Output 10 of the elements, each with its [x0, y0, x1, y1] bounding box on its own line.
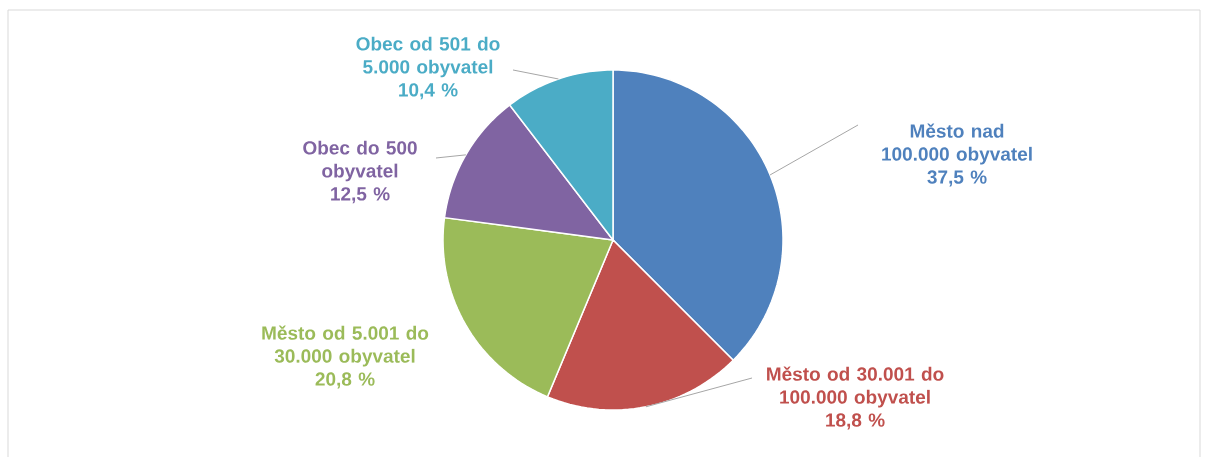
slice-label: Město od 30.001 do 100.000 obyvatel — [767, 366, 944, 408]
data-label: 37,5 % — [927, 170, 987, 187]
slice-label: Město nad 100.000 obyvatel — [882, 123, 1032, 165]
slice-label: Obec do 500 obyvatel — [303, 140, 417, 182]
slice-label: Obec od 501 do 5.000 obyvatel — [356, 36, 500, 78]
slice-label: Město od 5.001 do 30.000 obyvatel — [262, 325, 429, 367]
data-label: 18,8 % — [826, 413, 885, 430]
data-label: 12,5 % — [331, 187, 390, 204]
data-label: 20,8 % — [315, 372, 375, 389]
data-label: 10,4 % — [399, 83, 458, 100]
